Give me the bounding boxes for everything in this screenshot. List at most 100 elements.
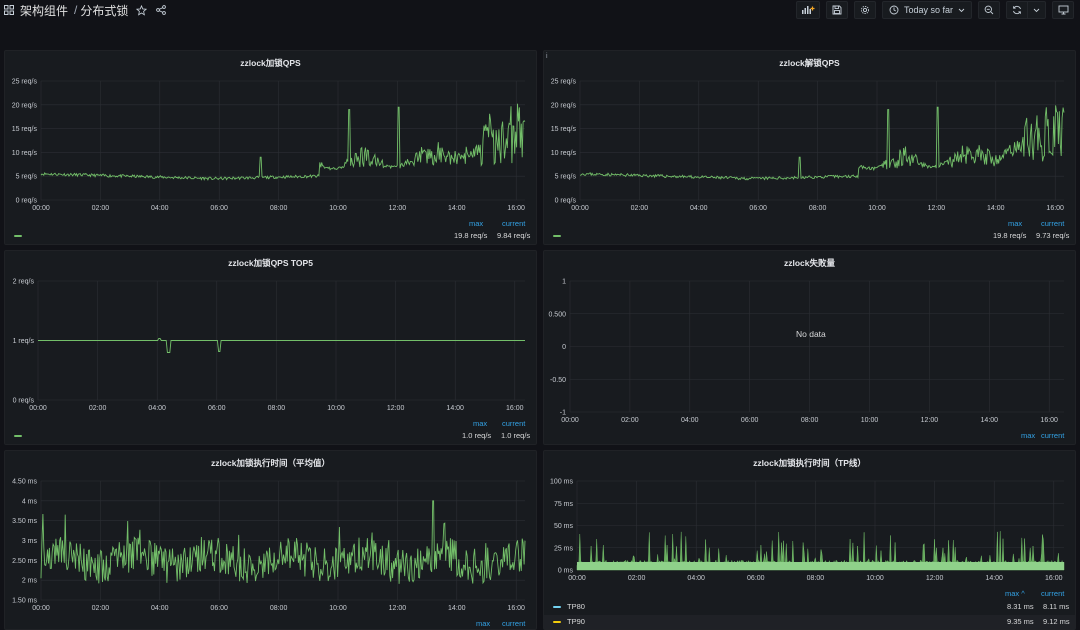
refresh-interval-dropdown[interactable] — [1027, 2, 1045, 18]
panel-fail-count[interactable]: zzlock失败量 1 0.500 0 -0.50 -1 00:00 02:00 04:00 0… — [543, 250, 1076, 445]
panel-unlock-qps[interactable]: i zzlock解锁QPS 25 req/s 20 req/s 15 req/s 10… — [543, 50, 1076, 245]
y-tick-label: 10 req/s — [551, 150, 577, 157]
y-tick-label: 0 req/s — [13, 398, 35, 405]
legend-series-name[interactable]: TP90 — [567, 617, 585, 626]
legend-series-swatch[interactable] — [553, 235, 561, 237]
y-tick-label: 0 req/s — [16, 198, 38, 205]
panel-title[interactable]: zzlock解锁QPS — [779, 58, 840, 68]
refresh-button[interactable] — [1007, 2, 1027, 18]
graph-grid: 2 req/s 1 req/s 0 req/s00:00 02:00 04:00 06:0… — [13, 279, 525, 412]
legend-series-swatch[interactable] — [14, 435, 22, 437]
legend-row-tp90[interactable]: TP90 9.35 ms 9.12 ms — [544, 615, 1075, 629]
add-panel-button[interactable] — [795, 1, 820, 19]
legend-current-header[interactable]: current — [502, 619, 526, 628]
info-icon[interactable]: i — [546, 53, 548, 60]
legend-current-header[interactable]: current — [502, 419, 526, 428]
legend-series-swatch[interactable] — [14, 235, 22, 237]
y-tick-label: 3.50 ms — [12, 518, 37, 525]
dashboard-title[interactable]: 分布式锁 — [80, 3, 129, 18]
y-tick-label: 0.500 — [548, 311, 566, 318]
x-tick-label: 12:00 — [389, 605, 407, 612]
panel-exec-time-tp[interactable]: zzlock加锁执行时间（TP线） 100 ms 75 ms 50 ms 25 ms 0… — [543, 450, 1076, 630]
legend-current-header[interactable]: current — [1041, 219, 1065, 228]
y-tick-label: 10 req/s — [12, 150, 38, 157]
legend-max-value: 9.35 ms — [1007, 617, 1034, 626]
x-tick-label: 14:00 — [448, 205, 466, 212]
lock-qps-series[interactable] — [40, 103, 526, 181]
legend-max-header[interactable]: max — [476, 619, 491, 628]
y-tick-label: 5 req/s — [16, 174, 38, 181]
y-tick-label: 15 req/s — [551, 126, 577, 133]
y-tick-label: 5 req/s — [555, 174, 577, 181]
panel-lock-qps[interactable]: zzlock加锁QPS 25 req/s 20 req/s 15 req/s 10 r… — [4, 50, 537, 245]
legend-max-value: 19.8 req/s — [454, 231, 488, 240]
x-tick-label: 06:00 — [747, 575, 765, 582]
legend-series-name[interactable]: TP80 — [567, 602, 585, 611]
x-tick-label: 10:00 — [866, 575, 884, 582]
x-tick-label: 08:00 — [809, 205, 827, 212]
x-tick-label: 14:00 — [448, 605, 466, 612]
legend-swatch-tp80 — [553, 606, 561, 608]
view-mode-button[interactable] — [1052, 1, 1074, 19]
x-tick-label: 04:00 — [681, 417, 699, 424]
legend-row-tp80[interactable]: TP80 8.31 ms 8.11 ms — [544, 600, 1075, 614]
save-icon — [832, 5, 842, 15]
x-tick-label: 06:00 — [208, 405, 226, 412]
dashboard-settings-button[interactable] — [853, 1, 876, 19]
unlock-qps-series[interactable] — [580, 105, 1065, 181]
panel-title[interactable]: zzlock加锁执行时间（平均值） — [210, 458, 330, 468]
time-range-picker[interactable]: Today so far — [881, 1, 972, 19]
exec-avg-graph[interactable]: 4.50 ms 4 ms 3.50 ms 3 ms 2.50 ms 2 ms 1.50 ms… — [5, 451, 538, 630]
legend-current-header[interactable]: current — [1041, 589, 1065, 598]
clock-icon — [889, 5, 899, 15]
y-tick-label: 100 ms — [550, 479, 573, 486]
dashboards-grid-icon[interactable] — [4, 5, 14, 15]
x-tick-label: 02:00 — [92, 205, 110, 212]
zoom-out-icon — [984, 5, 994, 15]
chevron-down-icon — [958, 8, 965, 12]
panel-title[interactable]: zzlock加锁QPS — [240, 58, 301, 68]
share-icon[interactable] — [156, 5, 167, 15]
top5-qps-graph[interactable]: 2 req/s 1 req/s 0 req/s00:00 02:00 04:00 06:0… — [5, 251, 538, 446]
x-tick-label: 16:00 — [1040, 417, 1058, 424]
legend-max-header[interactable]: max — [1008, 219, 1023, 228]
x-tick-label: 04:00 — [148, 405, 166, 412]
legend-max-header[interactable]: max — [469, 219, 484, 228]
x-tick-label: 14:00 — [985, 575, 1003, 582]
legend-max-header[interactable]: max — [473, 419, 488, 428]
legend-current-value: 8.11 ms — [1043, 602, 1070, 611]
y-tick-label: 4 ms — [22, 498, 38, 505]
x-tick-label: 12:00 — [928, 205, 946, 212]
x-tick-label: 06:00 — [210, 605, 228, 612]
exec-avg-series[interactable] — [40, 500, 526, 585]
legend-current-header[interactable]: current — [1041, 431, 1065, 440]
panel-lock-qps-top5[interactable]: zzlock加锁QPS TOP5 2 req/s 1 req/s 0 req/s 00… — [4, 250, 537, 445]
x-tick-label: 10:00 — [329, 205, 347, 212]
legend-max-header[interactable]: max ^ — [1005, 589, 1025, 598]
zoom-out-button[interactable] — [978, 1, 1000, 19]
time-range-label: Today so far — [903, 5, 953, 15]
panel-exec-time-avg[interactable]: zzlock加锁执行时间（平均值） 4.50 ms 4 ms 3.50 ms 3 ms… — [4, 450, 537, 630]
x-tick-label: 02:00 — [621, 417, 639, 424]
lock-qps-graph[interactable]: 25 req/s 20 req/s 15 req/s 10 req/s 5 req/s 0… — [5, 51, 538, 246]
y-tick-label: 0 — [562, 344, 566, 351]
star-icon[interactable] — [136, 4, 148, 16]
save-dashboard-button[interactable] — [825, 1, 848, 19]
breadcrumb-folder[interactable]: 架构组件 — [20, 3, 69, 18]
y-tick-label: -1 — [560, 410, 566, 417]
breadcrumb-separator: / — [74, 3, 78, 17]
y-tick-label: 25 req/s — [551, 79, 577, 86]
top5-qps-series[interactable] — [38, 338, 525, 353]
x-tick-label: 16:00 — [506, 405, 524, 412]
unlock-qps-graph[interactable]: 25 req/s 20 req/s 15 req/s 10 req/s 5 req/s 0… — [544, 51, 1077, 246]
panel-title[interactable]: zzlock失败量 — [783, 258, 835, 268]
legend-current-header[interactable]: current — [502, 219, 526, 228]
panel-title[interactable]: zzlock加锁执行时间（TP线） — [753, 458, 866, 468]
panel-title[interactable]: zzlock加锁QPS TOP5 — [228, 258, 313, 268]
gear-icon — [860, 5, 870, 15]
legend-max-header[interactable]: max — [1021, 431, 1036, 440]
fail-count-graph[interactable]: 1 0.500 0 -0.50 -100:00 02:00 04:00 06:00 08:00 1… — [544, 251, 1077, 446]
y-tick-label: 2 ms — [22, 578, 38, 585]
legend-max-value: 8.31 ms — [1007, 602, 1034, 611]
